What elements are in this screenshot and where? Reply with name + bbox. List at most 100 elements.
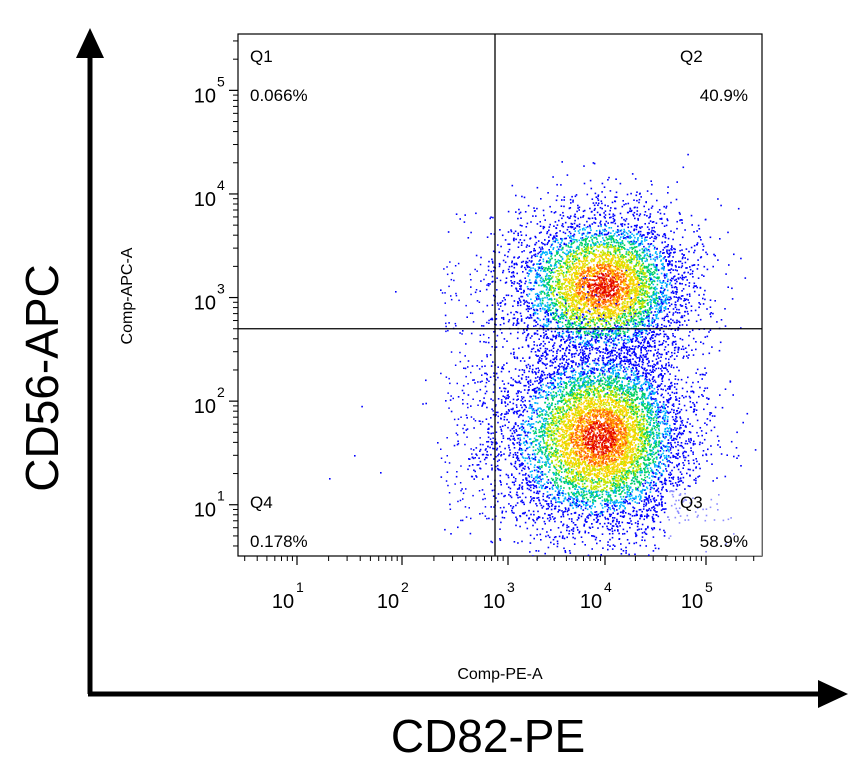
event-dot — [574, 290, 576, 292]
event-dot — [604, 243, 606, 245]
event-dot — [572, 370, 574, 372]
event-dot — [515, 262, 518, 265]
event-dot — [592, 279, 595, 281]
event-dot — [555, 239, 557, 241]
event-dot — [561, 240, 563, 242]
event-dot — [572, 331, 574, 333]
event-dot — [617, 256, 620, 258]
event-dot — [604, 214, 607, 216]
event-dot — [640, 270, 643, 272]
event-dot — [603, 311, 605, 313]
event-dot — [583, 263, 585, 266]
event-dot — [570, 243, 573, 246]
event-dot — [576, 272, 579, 274]
event-dot — [648, 317, 650, 319]
event-dot — [470, 286, 472, 288]
event-dot — [564, 324, 567, 326]
event-dot — [679, 304, 682, 306]
event-dot — [556, 183, 558, 186]
event-dot — [663, 309, 666, 312]
event-dot — [610, 278, 613, 280]
event-dot — [577, 337, 580, 339]
event-dot — [654, 314, 657, 316]
event-dot — [640, 235, 643, 238]
event-dot — [599, 315, 602, 317]
event-dot — [641, 276, 643, 278]
event-dot — [568, 278, 571, 281]
event-dot — [554, 264, 557, 266]
event-dot — [518, 212, 521, 215]
event-dot — [638, 262, 641, 265]
event-dot — [613, 254, 615, 257]
event-dot — [507, 403, 509, 406]
event-dot — [531, 335, 533, 337]
event-dot — [511, 184, 514, 187]
event-dot — [674, 329, 677, 331]
event-dot — [635, 241, 638, 243]
event-dot — [596, 287, 599, 290]
event-dot — [645, 257, 648, 260]
event-dot — [580, 252, 583, 254]
event-dot — [624, 267, 627, 270]
event-dot — [585, 264, 588, 266]
event-dot — [660, 272, 663, 275]
event-dot — [554, 318, 556, 321]
event-dot — [607, 274, 610, 277]
event-dot — [558, 331, 561, 334]
event-dot — [681, 219, 683, 221]
event-dot — [606, 274, 608, 276]
event-dot — [631, 252, 634, 255]
event-dot — [675, 261, 677, 263]
event-dot — [637, 377, 639, 379]
event-dot — [597, 272, 600, 274]
event-dot — [694, 309, 697, 312]
event-dot — [638, 303, 640, 305]
event-dot — [542, 325, 545, 328]
event-dot — [548, 249, 550, 251]
event-dot — [595, 347, 598, 349]
event-dot — [679, 219, 681, 222]
event-dot — [556, 260, 559, 263]
event-dot — [687, 313, 689, 315]
event-dot — [589, 207, 591, 210]
event-dot — [632, 266, 635, 269]
event-dot — [598, 326, 600, 329]
event-dot — [592, 260, 595, 262]
event-dot — [631, 287, 634, 289]
event-dot — [569, 217, 571, 219]
event-dot — [612, 271, 615, 274]
event-dot — [586, 260, 589, 262]
event-dot — [665, 340, 667, 343]
event-dot — [593, 244, 596, 246]
event-dot — [561, 199, 563, 201]
event-dot — [704, 289, 706, 292]
event-dot — [590, 272, 593, 274]
event-dot — [569, 255, 571, 258]
event-dot — [602, 261, 605, 264]
event-dot — [658, 256, 661, 258]
event-dot — [639, 308, 642, 310]
event-dot — [533, 282, 536, 284]
event-dot — [595, 332, 598, 335]
event-dot — [552, 293, 554, 296]
event-dot — [648, 296, 651, 299]
event-dot — [537, 263, 539, 265]
event-dot — [545, 286, 547, 288]
event-dot — [599, 235, 601, 237]
event-dot — [474, 291, 477, 294]
event-dot — [572, 310, 574, 313]
event-dot — [588, 313, 591, 315]
event-dot — [519, 288, 521, 290]
event-dot — [624, 334, 626, 336]
event-dot — [665, 325, 667, 328]
event-dot — [569, 264, 571, 266]
event-dot — [615, 293, 617, 295]
event-dot — [525, 338, 528, 341]
event-dot — [578, 352, 581, 355]
event-dot — [550, 301, 553, 304]
event-dot — [613, 327, 615, 329]
event-dot — [679, 337, 682, 340]
event-dot — [581, 270, 583, 273]
event-dot — [628, 295, 631, 298]
event-dot — [575, 259, 578, 261]
